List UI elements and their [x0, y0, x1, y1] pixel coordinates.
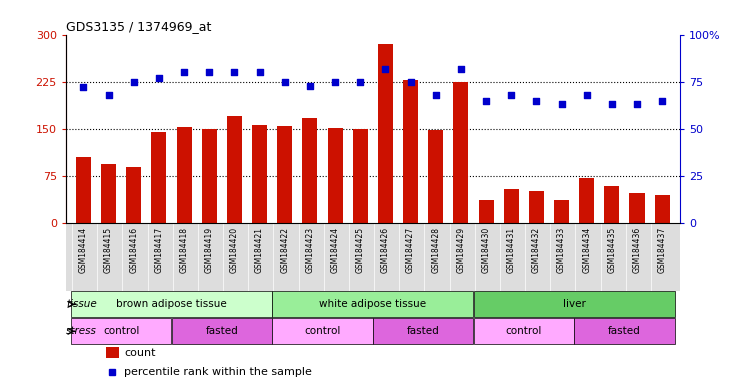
Point	[329, 79, 341, 85]
Text: GSM184424: GSM184424	[330, 227, 340, 273]
Text: GSM184415: GSM184415	[104, 227, 113, 273]
Point	[631, 101, 643, 108]
Bar	[352, 129, 368, 223]
Text: tissue: tissue	[66, 300, 96, 310]
Text: percentile rank within the sample: percentile rank within the sample	[124, 367, 312, 377]
Point	[430, 92, 442, 98]
Point	[229, 69, 240, 75]
Text: count: count	[124, 348, 156, 358]
Bar	[106, 347, 119, 358]
Text: GSM184428: GSM184428	[431, 227, 440, 273]
Point	[304, 83, 316, 89]
Bar	[453, 82, 469, 223]
Text: GSM184430: GSM184430	[482, 227, 491, 273]
Point	[103, 92, 115, 98]
Bar	[554, 200, 569, 223]
Bar	[605, 185, 619, 223]
Bar	[151, 132, 167, 223]
Bar	[303, 118, 317, 223]
Bar	[629, 193, 645, 223]
Text: fasted: fasted	[205, 326, 238, 336]
Bar	[529, 191, 544, 223]
Text: GSM184419: GSM184419	[205, 227, 213, 273]
Point	[77, 84, 89, 91]
Text: GSM184416: GSM184416	[129, 227, 138, 273]
FancyBboxPatch shape	[373, 318, 473, 344]
Bar	[655, 195, 670, 223]
FancyBboxPatch shape	[172, 318, 272, 344]
Text: GSM184431: GSM184431	[507, 227, 516, 273]
Text: GSM184425: GSM184425	[356, 227, 365, 273]
Text: white adipose tissue: white adipose tissue	[319, 300, 426, 310]
Bar	[101, 164, 116, 223]
FancyBboxPatch shape	[575, 318, 675, 344]
FancyBboxPatch shape	[474, 318, 574, 344]
Point	[379, 66, 391, 72]
Text: GSM184423: GSM184423	[306, 227, 314, 273]
Point	[405, 79, 417, 85]
Bar	[428, 130, 443, 223]
Bar	[176, 127, 192, 223]
Text: GSM184421: GSM184421	[255, 227, 264, 273]
Point	[254, 69, 265, 75]
Text: control: control	[103, 326, 140, 336]
Text: GSM184422: GSM184422	[280, 227, 289, 273]
Bar	[126, 167, 141, 223]
FancyBboxPatch shape	[273, 291, 473, 317]
Point	[203, 69, 215, 75]
Bar	[277, 126, 292, 223]
Text: fasted: fasted	[608, 326, 641, 336]
Text: GSM184432: GSM184432	[532, 227, 541, 273]
Bar	[252, 124, 267, 223]
Point	[178, 69, 190, 75]
Text: GSM184418: GSM184418	[180, 227, 189, 273]
FancyBboxPatch shape	[273, 318, 373, 344]
Bar	[76, 157, 91, 223]
Text: GSM184420: GSM184420	[230, 227, 239, 273]
Bar	[479, 200, 493, 223]
Bar	[504, 189, 519, 223]
Bar	[579, 178, 594, 223]
Bar	[378, 44, 393, 223]
Point	[505, 92, 517, 98]
Point	[531, 98, 542, 104]
Point	[606, 101, 618, 108]
Bar	[403, 80, 418, 223]
Text: control: control	[506, 326, 542, 336]
Text: GSM184435: GSM184435	[607, 227, 616, 273]
FancyBboxPatch shape	[474, 291, 675, 317]
Point	[279, 79, 291, 85]
Text: GSM184433: GSM184433	[557, 227, 566, 273]
Text: GSM184426: GSM184426	[381, 227, 390, 273]
Text: GSM184429: GSM184429	[456, 227, 466, 273]
Text: brown adipose tissue: brown adipose tissue	[116, 300, 227, 310]
Point	[556, 101, 567, 108]
Point	[581, 92, 593, 98]
Text: GSM184417: GSM184417	[154, 227, 164, 273]
Point	[128, 79, 140, 85]
Text: GSM184437: GSM184437	[658, 227, 667, 273]
FancyBboxPatch shape	[71, 318, 171, 344]
Point	[656, 98, 668, 104]
Text: GSM184434: GSM184434	[582, 227, 591, 273]
Bar	[227, 116, 242, 223]
FancyBboxPatch shape	[71, 291, 272, 317]
Text: GSM184436: GSM184436	[632, 227, 642, 273]
Text: stress: stress	[66, 326, 97, 336]
Text: GDS3135 / 1374969_at: GDS3135 / 1374969_at	[66, 20, 211, 33]
Point	[480, 98, 492, 104]
Bar	[327, 128, 343, 223]
Point	[153, 75, 164, 81]
Text: GSM184414: GSM184414	[79, 227, 88, 273]
Text: control: control	[304, 326, 341, 336]
Text: liver: liver	[563, 300, 586, 310]
Point	[355, 79, 366, 85]
Text: fasted: fasted	[406, 326, 439, 336]
Bar	[202, 129, 217, 223]
Text: GSM184427: GSM184427	[406, 227, 415, 273]
Point	[455, 66, 466, 72]
